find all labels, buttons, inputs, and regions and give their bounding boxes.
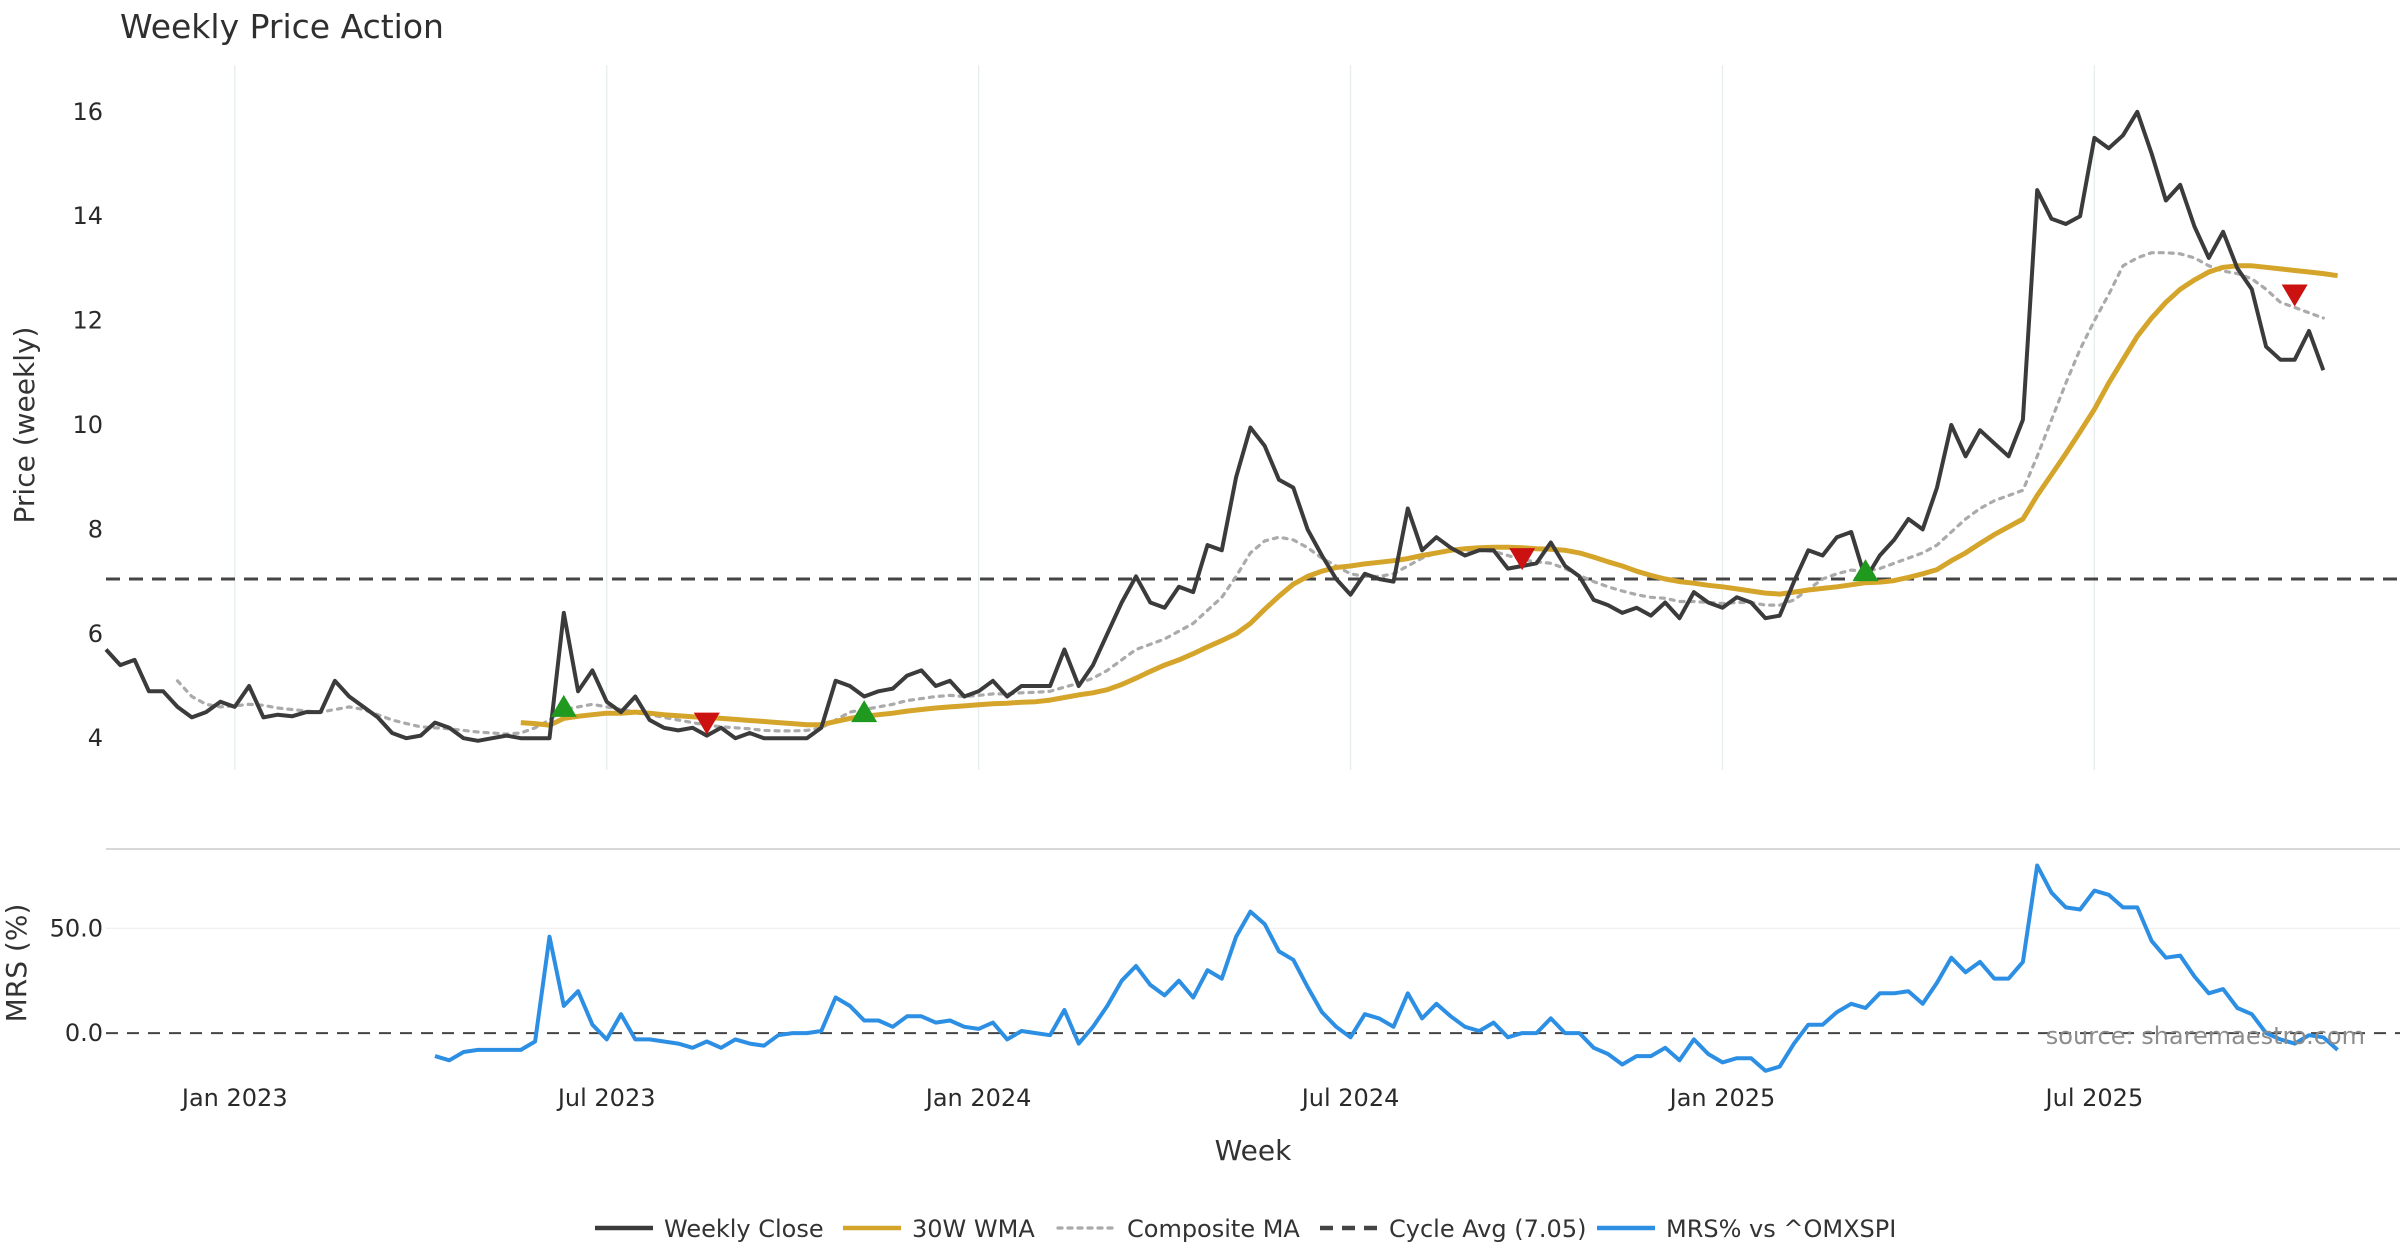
price-panel: 4 6 8 10 12 14 16 Price (weekly) — [8, 65, 2400, 770]
price-y-tick-label: 12 — [72, 307, 103, 335]
weekly-close-line — [104, 109, 2326, 743]
mrs-y-tick-label: 0.0 — [65, 1019, 103, 1047]
x-axis-label: Week — [1215, 1134, 1292, 1167]
buy-signal-marker — [550, 694, 577, 717]
legend-label-wma_30w: 30W WMA — [912, 1215, 1035, 1243]
legend-label-mrs: MRS% vs ^OMXSPI — [1666, 1215, 1896, 1243]
x-tick-label: Jan 2023 — [180, 1084, 288, 1112]
mrs-y-ticks: 0.0 50.0 — [50, 914, 103, 1047]
chart-title: Weekly Price Action — [120, 7, 444, 46]
x-tick-label: Jan 2025 — [1668, 1084, 1776, 1112]
x-ticks: Jan 2023 Jul 2023 Jan 2024 Jul 2024 Jan 2025… — [180, 1084, 2143, 1112]
buy-signal-marker — [851, 700, 878, 723]
sell-signal-marker — [2281, 284, 2308, 307]
x-tick-label: Jul 2024 — [1300, 1084, 1400, 1112]
price-grid — [234, 65, 2096, 770]
mrs-y-axis-label: MRS (%) — [0, 904, 33, 1023]
sell-signal-marker — [693, 712, 720, 735]
legend-label-composite_ma: Composite MA — [1127, 1215, 1300, 1243]
composite-ma-line — [175, 251, 2325, 736]
x-tick-label: Jul 2025 — [2044, 1084, 2144, 1112]
x-tick-label: Jan 2024 — [924, 1084, 1032, 1112]
x-tick-label: Jul 2023 — [556, 1084, 656, 1112]
source-note: source: sharemaestro.com — [2046, 1022, 2365, 1050]
price-y-tick-label: 6 — [88, 620, 103, 648]
mrs-panel: 0.0 50.0 MRS (%) source: sharemaestro.com — [0, 863, 2400, 1073]
sell-signal-marker — [1509, 548, 1536, 571]
price-y-tick-label: 4 — [88, 724, 103, 752]
price-y-tick-label: 10 — [72, 411, 103, 439]
price-y-tick-label: 14 — [72, 202, 103, 230]
wma-30w-line — [520, 263, 2338, 728]
price-y-ticks: 4 6 8 10 12 14 16 — [72, 98, 103, 752]
signal-markers — [550, 284, 2308, 735]
price-y-tick-label: 8 — [88, 515, 103, 543]
price-y-tick-label: 16 — [72, 98, 103, 126]
mrs-y-tick-label: 50.0 — [50, 914, 103, 942]
legend-label-weekly_close: Weekly Close — [664, 1215, 824, 1243]
buy-signal-marker — [1852, 559, 1879, 582]
legend-label-cycle_avg: Cycle Avg (7.05) — [1389, 1215, 1586, 1243]
mrs-line — [434, 863, 2339, 1073]
legend: Weekly Close 30W WMA Composite MA Cycle Avg… — [595, 1215, 1896, 1243]
price-y-axis-label: Price (weekly) — [8, 327, 41, 524]
